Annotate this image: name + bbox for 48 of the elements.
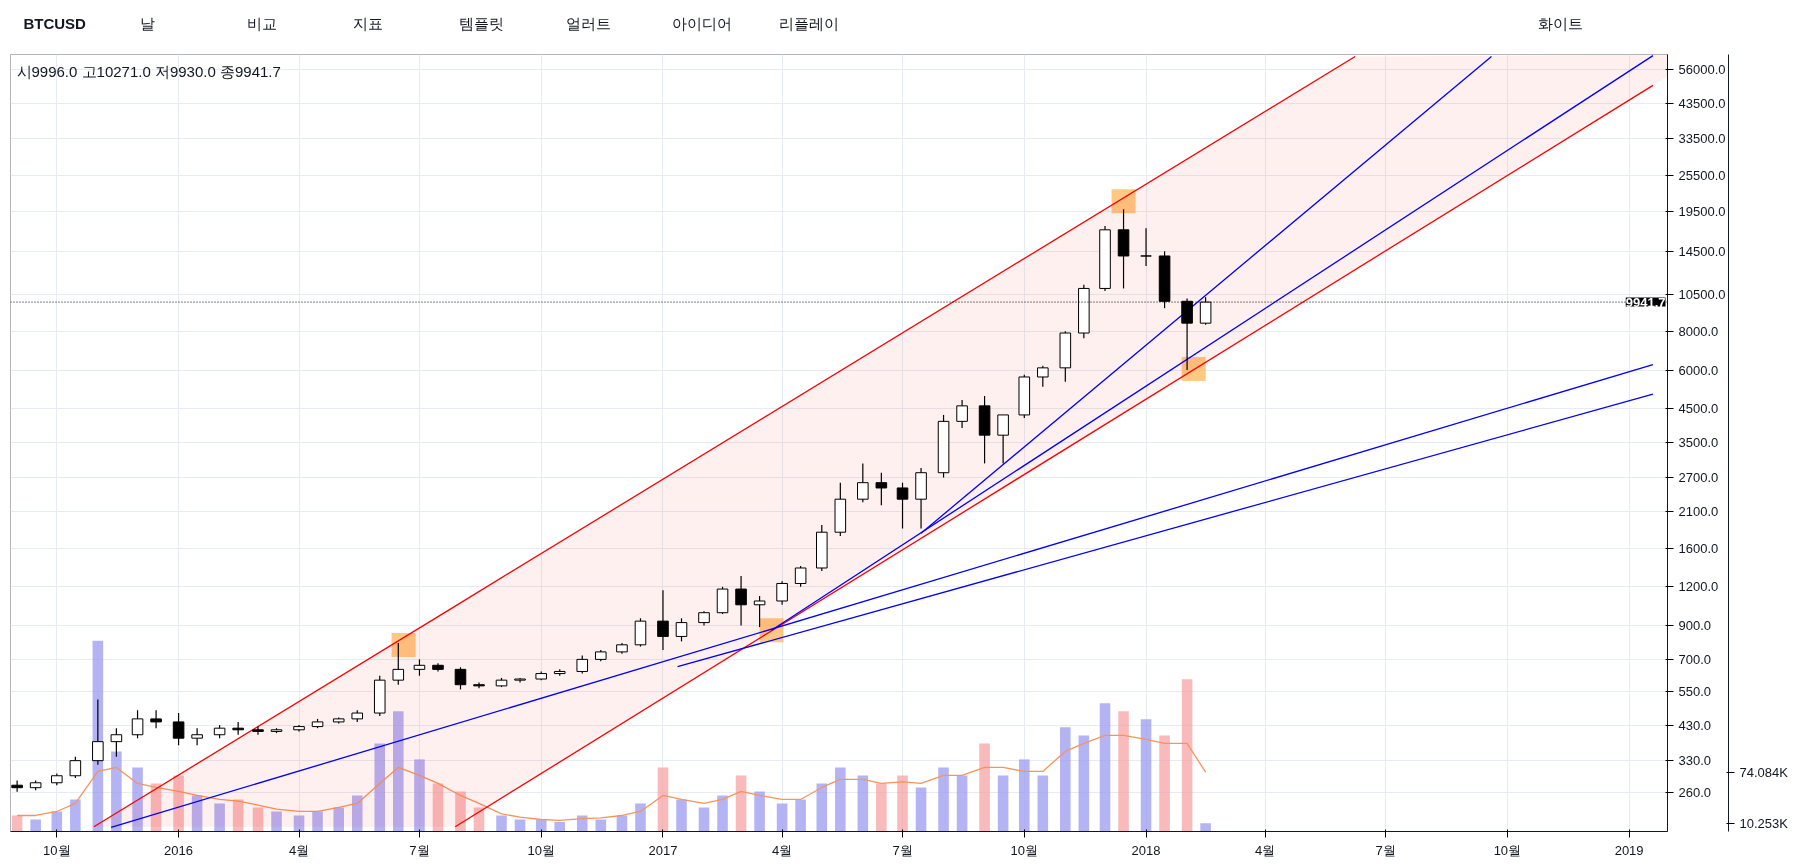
y-tick-label: 900.0 [1678,618,1712,634]
y-tick-label: 3500.0 [1678,435,1719,451]
y-tick-label: 25500.0 [1678,167,1726,183]
text: 화이트 [1537,15,1583,32]
text: 날 [140,15,156,32]
x-tick-label: 10월 [1493,842,1522,858]
y-tick-label: 33500.0 [1678,130,1726,146]
text: 아이디어 [672,15,733,32]
text: 비교 [246,15,277,32]
y-tick-label: 56000.0 [1678,61,1726,77]
x-tick-label: 7월 [1375,842,1396,858]
chart-title: BTCUSD [23,15,87,32]
text: 템플릿 [459,15,505,32]
y-tick-label: 14500.0 [1678,243,1726,259]
y-tick-label: 2100.0 [1678,503,1719,519]
x-tick-label: 2019 [1614,842,1644,858]
y-tick-label: 1600.0 [1678,540,1719,556]
y-tick-label: 1200.0 [1678,579,1719,595]
text: 리플레이 [778,15,839,32]
x-tick-label: 10월 [43,842,71,858]
y-tick-label: 4500.0 [1678,401,1719,417]
y-tick-label: 330.0 [1678,753,1712,769]
y-tick-label: 260.0 [1678,785,1712,801]
y-tick-label: 8000.0 [1678,323,1719,339]
x-tick-label: 7월 [892,842,913,858]
text: 얼러트 [565,15,611,32]
y2-tick-label: 74.084K [1739,764,1789,780]
y-tick-label: 10500.0 [1678,287,1726,303]
y2-tick-label: 10.253K [1739,815,1789,831]
x-tick-label: 10월 [527,842,555,858]
x-tick-label: 4월 [771,842,793,858]
x-tick-label: 10월 [1010,842,1039,858]
y-tick-label: 19500.0 [1678,203,1726,219]
x-tick-label: 4월 [288,842,310,858]
text: 지표 [353,15,384,32]
x-tick-label: 4월 [1255,842,1276,858]
ref-line-label: 9941.7 [1625,294,1666,310]
x-tick-label: 7월 [409,842,430,858]
y-tick-label: 430.0 [1678,717,1712,733]
x-tick-label: 2018 [1131,842,1161,858]
x-tick-label: 2017 [648,842,678,858]
y-tick-label: 700.0 [1678,651,1712,667]
y-tick-label: 6000.0 [1678,362,1719,378]
y-tick-label: 550.0 [1678,684,1712,700]
y-tick-label: 2700.0 [1678,470,1719,486]
x-tick-label: 2016 [164,842,194,858]
annotation: 시9996.0 고10271.0 저9930.0 종9941.7 [16,62,281,80]
y-tick-label: 43500.0 [1678,95,1726,111]
